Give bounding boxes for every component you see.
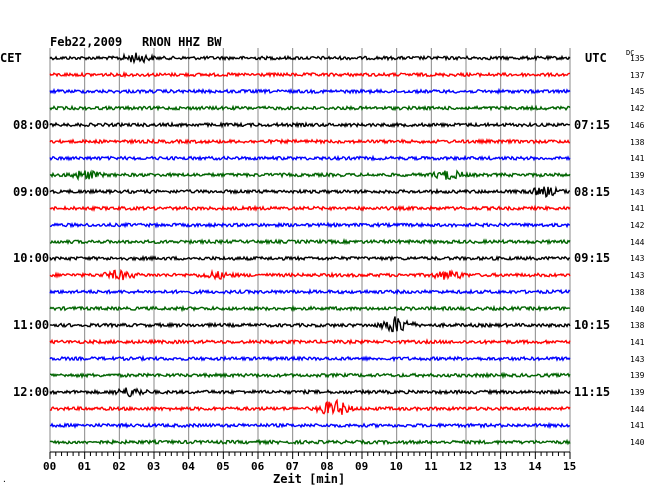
dc-offset-value: 139 — [630, 371, 645, 381]
left-time-label: 12:00 — [13, 385, 50, 399]
trace-row-13 — [49, 268, 571, 281]
dc-offset-value: 141 — [630, 421, 645, 431]
dc-offset-value: 143 — [630, 254, 645, 264]
dc-offset-value: 140 — [630, 438, 645, 448]
dc-offset-value: 138 — [630, 287, 645, 297]
x-tick-label: 11 — [424, 460, 438, 473]
x-tick-label: 02 — [112, 460, 126, 473]
header-date: Feb22,2009 — [50, 35, 123, 49]
trace-row-9 — [49, 204, 571, 213]
trace-row-15 — [49, 304, 571, 313]
header-station: RNON HHZ BW — [142, 35, 222, 49]
trace-row-1 — [49, 70, 570, 79]
x-tick-label: 14 — [528, 460, 542, 473]
trace-row-17 — [49, 338, 571, 346]
trace-row-10 — [50, 221, 571, 229]
trace-row-4 — [49, 121, 571, 129]
dc-offset-value: 143 — [630, 354, 645, 364]
dc-offset-value: 146 — [630, 120, 645, 130]
trace-row-23 — [49, 438, 571, 446]
trace-row-21 — [49, 398, 571, 416]
dc-offset-value: 138 — [630, 137, 645, 147]
x-tick-label: 05 — [216, 460, 230, 473]
trace-row-6 — [49, 154, 571, 162]
dc-offset-value: 139 — [630, 170, 645, 180]
x-tick-label: 00 — [43, 460, 57, 473]
dc-offset-value: 143 — [630, 271, 645, 281]
trace-row-2 — [49, 87, 571, 95]
trace-row-19 — [49, 371, 571, 380]
x-tick-label: 15 — [563, 460, 577, 473]
trace-row-14 — [49, 288, 571, 296]
corner-mark: · — [2, 477, 7, 486]
right-time-label: 10:15 — [574, 318, 611, 333]
right-time-label: 07:15 — [574, 117, 611, 132]
dc-offset-value: 141 — [630, 154, 645, 164]
dc-offset-value: 144 — [630, 237, 645, 247]
x-tick-label: 09 — [355, 460, 369, 473]
trace-row-3 — [49, 104, 571, 112]
x-tick-label: 08 — [320, 460, 334, 473]
trace-row-20 — [49, 387, 571, 398]
x-tick-label: 04 — [181, 460, 195, 473]
left-time-label: 10:00 — [13, 251, 50, 266]
dc-offset-value: 141 — [630, 337, 645, 347]
trace-row-12 — [49, 254, 570, 263]
left-time-label: 11:00 — [13, 318, 50, 333]
dc-offset-value: 141 — [630, 204, 645, 214]
x-axis-title: Zeit [min] — [273, 472, 346, 486]
x-tick-label: 03 — [147, 460, 161, 473]
trace-row-0 — [49, 52, 571, 65]
x-tick-label: 07 — [285, 460, 299, 473]
trace-row-18 — [49, 354, 571, 363]
dc-offset-value: 143 — [630, 187, 645, 197]
x-tick-label: 13 — [493, 460, 507, 473]
x-tick-label: 12 — [459, 460, 473, 473]
right-time-label: 11:15 — [574, 385, 611, 399]
dc-offset-value: 135 — [630, 54, 645, 63]
dc-offset-value: 138 — [630, 321, 645, 331]
trace-row-16 — [49, 316, 571, 333]
right-timezone-label: UTC — [585, 51, 607, 65]
left-time-label: 08:00 — [13, 117, 50, 132]
x-tick-label: 01 — [77, 460, 91, 473]
right-time-label: 09:15 — [574, 251, 611, 266]
trace-row-22 — [49, 421, 571, 430]
trace-row-11 — [49, 238, 571, 246]
x-tick-label: 10 — [389, 460, 403, 473]
dc-offset-value: 140 — [630, 304, 645, 314]
dc-offset-value: 142 — [630, 104, 645, 114]
left-timezone-label: CET — [0, 51, 22, 65]
trace-row-5 — [49, 138, 571, 146]
dc-column-header: DC — [626, 49, 635, 57]
dc-offset-value: 142 — [630, 221, 645, 230]
dc-offset-value: 139 — [630, 388, 645, 397]
left-time-label: 09:00 — [13, 184, 50, 199]
dc-offset-value: 145 — [630, 87, 645, 97]
x-tick-label: 06 — [251, 460, 265, 473]
trace-row-7 — [49, 169, 571, 182]
dc-offset-value: 137 — [630, 70, 645, 80]
right-time-label: 08:15 — [574, 184, 611, 199]
trace-row-8 — [49, 185, 571, 198]
dc-offset-value: 144 — [630, 404, 645, 414]
